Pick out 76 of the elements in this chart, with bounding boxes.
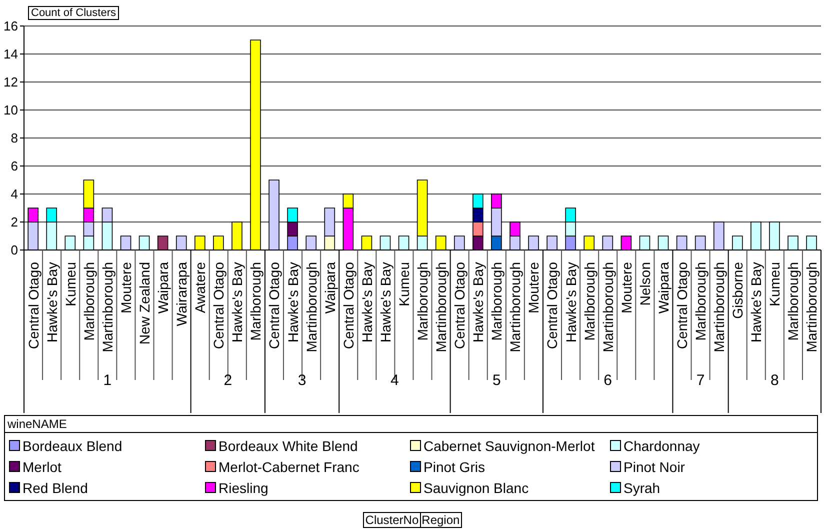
x-tick-label: Martinborough bbox=[711, 262, 728, 352]
text: 8 bbox=[770, 372, 779, 389]
legend-label: Sauvignon Blanc bbox=[424, 480, 529, 496]
text: 6 bbox=[604, 372, 612, 389]
y-tick-label: 12 bbox=[4, 74, 18, 90]
legend-label: Red Blend bbox=[22, 480, 88, 496]
legend-label: Bordeaux White Blend bbox=[218, 438, 358, 454]
text: 5 bbox=[492, 372, 501, 389]
x-tick-label: Hawke's Bay bbox=[377, 262, 394, 342]
text: 3 bbox=[298, 372, 306, 389]
legend-label: Riesling bbox=[218, 480, 268, 496]
x-tick-label: Waipara bbox=[655, 262, 672, 314]
y-tick-label: 0 bbox=[10, 242, 18, 258]
legend-label: Merlot bbox=[22, 458, 62, 474]
x-tick-label: Moutere bbox=[118, 262, 134, 314]
x-tick-label: Martinborough bbox=[99, 262, 116, 352]
text: 2 bbox=[224, 372, 232, 389]
y-tick-label: 4 bbox=[10, 186, 18, 202]
x-tick-label: Martinborough bbox=[600, 262, 616, 352]
legend-label: Merlot-Cabernet Franc bbox=[218, 458, 360, 474]
x-tick-label: New Zealand bbox=[136, 262, 152, 344]
text: Region bbox=[420, 512, 462, 528]
x-tick-label: Waipara bbox=[322, 262, 338, 314]
x-tick-label: Central Otago bbox=[340, 262, 356, 350]
x-tick-label: Hawke's Bay bbox=[284, 262, 301, 342]
x-tick-label: Kumeu bbox=[766, 262, 783, 306]
legend-title: wineNAME bbox=[4, 416, 816, 433]
x-tick-label: Hawke's Bay bbox=[44, 262, 60, 342]
y-tick-label: 16 bbox=[4, 18, 18, 34]
x-tick-label: Marlborough bbox=[414, 262, 430, 341]
x-tick-label: Kumeu bbox=[62, 262, 78, 306]
y-tick-label: 6 bbox=[10, 158, 18, 174]
x-tick-label: Hawke's Bay bbox=[470, 262, 486, 342]
text: ClusterNo bbox=[363, 512, 421, 528]
x-tick-label: Central Otago bbox=[674, 262, 690, 350]
x-tick-label: Central Otago bbox=[25, 262, 42, 350]
x-tick-label: Martinborough bbox=[303, 262, 320, 352]
y-tick-label: 2 bbox=[10, 214, 18, 230]
x-tick-label: Central Otago bbox=[544, 262, 560, 350]
x-tick-label: Hawke's Bay bbox=[229, 262, 246, 342]
y-tick-label: 14 bbox=[4, 46, 18, 62]
legend-label: Pinot Noir bbox=[624, 458, 685, 474]
x-tick-label: Moutere bbox=[526, 262, 542, 314]
x-tick-label: Marlborough bbox=[80, 262, 97, 341]
legend-label: Pinot Gris bbox=[424, 458, 485, 474]
x-tick-label: Moutere bbox=[618, 262, 634, 314]
y-tick-label: 10 bbox=[4, 102, 18, 118]
x-tick-label: Marlborough bbox=[692, 262, 709, 341]
x-tick-label: Hawke's Bay bbox=[562, 262, 579, 342]
y-axis-title: Count of Clusters bbox=[28, 6, 119, 20]
x-tick-label: Gisborne bbox=[730, 262, 746, 319]
x-tick-label: Awatere bbox=[192, 262, 208, 314]
x-tick-label: Kumeu bbox=[396, 262, 412, 306]
x-tick-label: Martinborough bbox=[433, 262, 450, 352]
x-tick-label: Marlborough bbox=[488, 262, 505, 341]
text: 7 bbox=[696, 372, 705, 389]
x-tick-label: Wairarapa bbox=[174, 262, 190, 326]
x-tick-label: Hawke's Bay bbox=[358, 262, 375, 342]
x-tick-label: Central Otago bbox=[210, 262, 227, 350]
legend-label: Chardonnay bbox=[624, 438, 700, 454]
x-tick-label: Hawke's Bay bbox=[748, 262, 764, 342]
x-tick-label: Central Otago bbox=[266, 262, 282, 350]
x-tick-label: Martinborough bbox=[507, 262, 524, 352]
x-tick-label: Nelson bbox=[636, 262, 653, 306]
text: 4 bbox=[390, 372, 399, 389]
legend-label: Syrah bbox=[624, 480, 660, 496]
x-tick-label: Marlborough bbox=[581, 262, 598, 341]
x-tick-label: Marlborough bbox=[785, 262, 802, 341]
y-tick-label: 8 bbox=[10, 130, 18, 146]
x-tick-label: Marlborough bbox=[248, 262, 264, 341]
x-tick-label: Martinborough bbox=[804, 262, 820, 352]
legend-label: Bordeaux Blend bbox=[22, 438, 122, 454]
x-tick-label: Central Otago bbox=[452, 262, 468, 350]
x-tick-label: Waipara bbox=[155, 262, 172, 314]
text: 1 bbox=[103, 372, 112, 389]
legend-label: Cabernet Sauvignon-Merlot bbox=[424, 438, 595, 454]
